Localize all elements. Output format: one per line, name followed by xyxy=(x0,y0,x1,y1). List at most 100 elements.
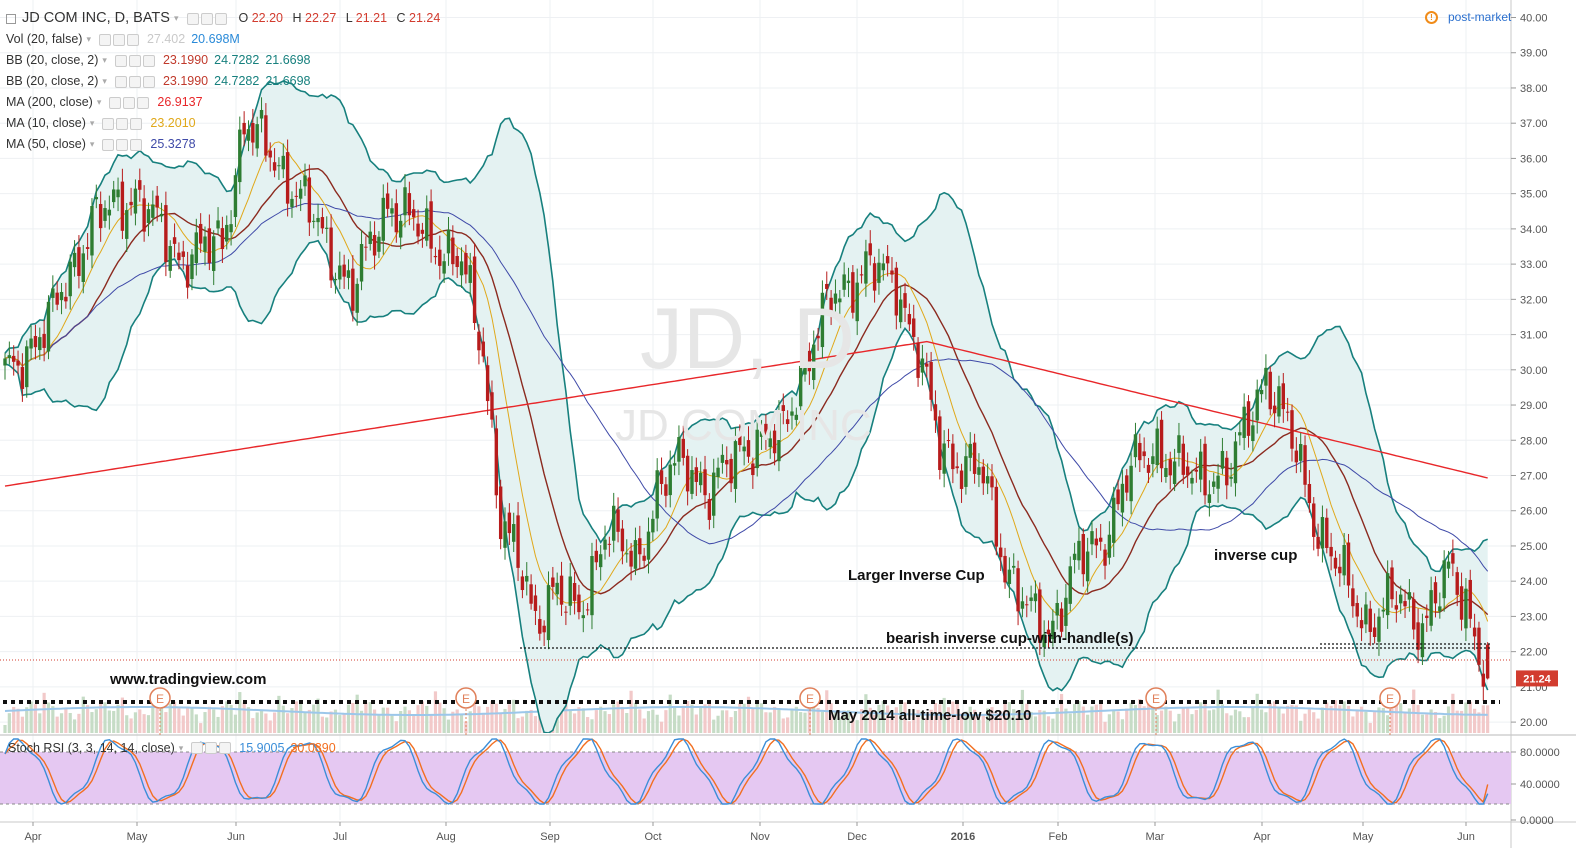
chevron-down-icon[interactable]: ▾ xyxy=(102,76,107,86)
chevron-down-icon[interactable]: ▾ xyxy=(96,97,102,107)
volume-bar xyxy=(877,704,881,733)
candle-body xyxy=(107,209,112,216)
volume-bar xyxy=(920,710,925,733)
candle-body xyxy=(964,456,968,487)
volume-bar xyxy=(1046,716,1051,733)
symbol-title[interactable]: JD COM INC, D, BATS xyxy=(22,10,170,26)
indicator-value: 23.2010 xyxy=(150,116,196,130)
settings-icons[interactable] xyxy=(98,33,139,46)
candle-body xyxy=(1059,608,1064,632)
volume-bar xyxy=(1225,713,1229,733)
earnings-marker[interactable]: E xyxy=(799,687,821,735)
volume-bar xyxy=(694,714,698,733)
candle-body xyxy=(668,464,672,496)
indicator-name[interactable]: BB (20, close, 2) xyxy=(6,74,99,88)
stoch-name[interactable]: Stoch RSI (3, 3, 14, 14, close) xyxy=(8,741,175,755)
chevron-down-icon[interactable]: ▾ xyxy=(173,13,179,23)
candle-body xyxy=(329,227,333,281)
volume-bar xyxy=(329,711,333,733)
volume-bar xyxy=(1342,701,1346,733)
volume-bar xyxy=(1281,713,1285,733)
settings-icons[interactable] xyxy=(191,742,232,754)
settings-icons[interactable] xyxy=(114,75,155,88)
candle-body xyxy=(755,429,759,469)
chevron-down-icon[interactable]: ▾ xyxy=(86,34,91,44)
volume-bar xyxy=(342,713,346,733)
post-market-badge[interactable]: ! post-market xyxy=(1425,10,1511,24)
volume-bar xyxy=(412,715,416,733)
chevron-down-icon[interactable]: ▾ xyxy=(89,139,95,149)
volume-bar xyxy=(216,716,220,733)
candle-body xyxy=(585,609,590,611)
volume-bars xyxy=(3,689,1490,733)
chevron-down-icon[interactable]: ▾ xyxy=(89,118,95,128)
earnings-marker[interactable]: E xyxy=(149,687,171,735)
volume-bar xyxy=(490,701,494,733)
candle-body xyxy=(381,197,385,241)
indicator-name[interactable]: MA (200, close) xyxy=(6,95,93,109)
indicator-name[interactable]: Vol (20, false) xyxy=(6,32,83,46)
candle-body xyxy=(346,270,351,278)
settings-icons[interactable] xyxy=(186,12,227,25)
earnings-marker[interactable]: E xyxy=(455,687,477,735)
settings-icons[interactable] xyxy=(114,54,155,67)
volume-bar xyxy=(803,712,807,733)
volume-bar xyxy=(994,713,998,733)
indicator-row: BB (20, close, 2) ▾ 23.1990 24.7282 21.6698 xyxy=(6,50,446,71)
volume-bar xyxy=(29,701,33,733)
settings-icons[interactable] xyxy=(102,138,143,151)
candle-body xyxy=(1164,467,1168,478)
volume-bar xyxy=(1442,715,1446,733)
inverse-cup-label: inverse cup xyxy=(1214,547,1297,564)
time-axis-label: Nov xyxy=(750,831,770,843)
volume-bar xyxy=(1033,716,1038,733)
candle-body xyxy=(542,625,546,633)
volume-bar xyxy=(638,709,642,733)
volume-bar xyxy=(894,707,898,733)
indicator-name[interactable]: MA (10, close) xyxy=(6,116,86,130)
earnings-marker[interactable]: E xyxy=(1145,687,1167,735)
candle-body xyxy=(977,467,981,475)
volume-bar xyxy=(1459,710,1464,733)
candle-body xyxy=(11,355,16,362)
volume-bar xyxy=(20,716,24,733)
time-axis-label: Mar xyxy=(1146,831,1165,843)
earnings-marker[interactable]: E xyxy=(1379,687,1401,735)
candle-body xyxy=(459,261,464,276)
candle-body xyxy=(72,252,77,268)
indicator-name[interactable]: MA (50, close) xyxy=(6,137,86,151)
candle-body xyxy=(451,237,455,265)
candle-body xyxy=(1385,573,1390,616)
volume-bar xyxy=(1364,711,1368,733)
chevron-down-icon[interactable]: ▾ xyxy=(178,742,184,753)
settings-icons[interactable] xyxy=(109,96,150,109)
candle-body xyxy=(3,358,7,366)
candle-body xyxy=(546,585,551,641)
volume-bar xyxy=(299,702,303,733)
volume-bar xyxy=(507,704,511,733)
candle-body xyxy=(1177,435,1181,453)
candle-body xyxy=(433,255,438,258)
candle-body xyxy=(1394,605,1399,610)
settings-icons[interactable] xyxy=(102,117,143,130)
volume-bar xyxy=(1068,713,1072,733)
candle-body xyxy=(1412,599,1416,630)
collapse-icon[interactable] xyxy=(6,13,16,24)
candle-body xyxy=(1285,411,1290,413)
candle-body xyxy=(1451,553,1455,564)
candle-body xyxy=(1325,517,1329,548)
candle-body xyxy=(416,223,420,237)
candle-body xyxy=(377,236,381,252)
candle-body xyxy=(229,224,233,233)
volume-bar xyxy=(990,707,994,733)
chevron-down-icon[interactable]: ▾ xyxy=(102,55,107,65)
watermark-name: JD COM INC xyxy=(615,401,872,450)
candle-body xyxy=(685,455,690,492)
price-axis-label: 20.00 xyxy=(1520,717,1548,729)
indicator-name[interactable]: BB (20, close, 2) xyxy=(6,53,99,67)
volume-bar xyxy=(64,709,68,733)
candle-body xyxy=(690,470,694,494)
volume-bar xyxy=(1186,707,1190,733)
candle-body xyxy=(312,220,316,222)
